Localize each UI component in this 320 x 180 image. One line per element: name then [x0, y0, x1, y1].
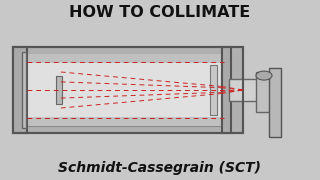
Text: HOW TO COLLIMATE: HOW TO COLLIMATE [69, 5, 251, 20]
Bar [13, 47, 243, 133]
Bar [22, 54, 221, 126]
Bar [229, 79, 261, 101]
Bar [13, 47, 27, 133]
Bar [13, 47, 243, 133]
Bar [22, 117, 221, 126]
Bar [56, 76, 62, 104]
Bar [210, 65, 217, 115]
Bar [22, 52, 26, 128]
Bar [269, 68, 281, 137]
Circle shape [256, 71, 272, 80]
Bar [22, 54, 221, 63]
Bar [222, 47, 231, 133]
Text: Schmidt-Cassegrain (SCT): Schmidt-Cassegrain (SCT) [59, 161, 261, 175]
Bar [256, 72, 274, 112]
